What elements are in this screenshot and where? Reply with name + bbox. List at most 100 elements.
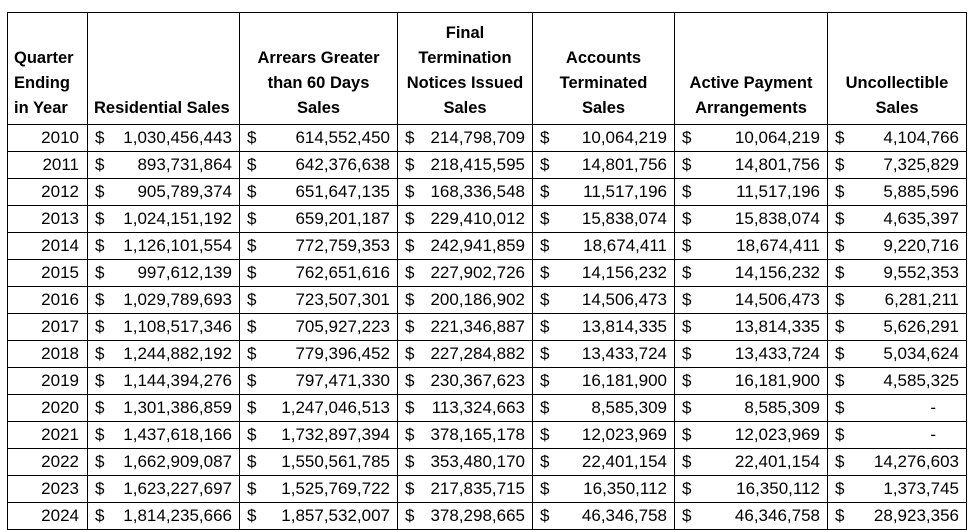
cell-value: 14,801,756	[581, 155, 667, 174]
money-cell-content: $893,731,864	[89, 155, 239, 175]
cell-value: 168,336,548	[430, 182, 525, 201]
currency-symbol: $	[95, 506, 105, 525]
money-cell-content: $217,835,715	[399, 479, 532, 499]
money-cell-content: $4,104,766	[829, 128, 966, 148]
table-row-2024: 2024 $1,814,235,666 $1,857,532,007 $378,298…	[7, 502, 967, 530]
money-cell-content: $ -	[829, 425, 966, 445]
cell-value: 1,030,456,443	[123, 128, 232, 147]
year-cell: 2019	[7, 367, 88, 395]
money-cell-arrears_greater_than_60_days_sales: $797,471,330	[239, 367, 398, 395]
table-row-2022: 2022 $1,662,909,087 $1,550,561,785 $353,480…	[7, 448, 967, 476]
money-cell-content: $1,437,618,166	[89, 425, 239, 445]
money-cell-residential_sales: $1,244,882,192	[87, 340, 240, 368]
currency-symbol: $	[405, 128, 415, 147]
cell-value: 893,731,864	[137, 155, 232, 174]
header-line: in Year	[14, 99, 68, 117]
money-cell-arrears_greater_than_60_days_sales: $1,857,532,007	[239, 502, 398, 530]
money-cell-active_payment_arrangements: $14,801,756	[674, 151, 828, 179]
cell-value: 5,034,624	[883, 344, 959, 363]
currency-symbol: $	[247, 452, 257, 471]
currency-symbol: $	[405, 182, 415, 201]
currency-symbol: $	[540, 452, 550, 471]
cell-value: -	[930, 398, 936, 417]
money-cell-content: $1,301,386,859	[89, 398, 239, 418]
money-cell-residential_sales: $1,108,517,346	[87, 313, 240, 341]
cell-value: 4,585,325	[883, 371, 959, 390]
table-row-2023: 2023 $1,623,227,697 $1,525,769,722 $217,835…	[7, 475, 967, 503]
currency-symbol: $	[835, 506, 845, 525]
cell-value: 242,941,859	[430, 236, 525, 255]
currency-symbol: $	[247, 425, 257, 444]
header-line: Active Payment	[689, 74, 813, 92]
currency-symbol: $	[247, 182, 257, 201]
money-cell-content: $227,284,882	[399, 344, 532, 364]
money-cell-final_termination_notices_issued_sales: $230,367,623	[397, 367, 533, 395]
money-cell-content: $214,798,709	[399, 128, 532, 148]
money-cell-content: $5,034,624	[829, 344, 966, 364]
currency-symbol: $	[405, 506, 415, 525]
money-cell-arrears_greater_than_60_days_sales: $1,732,897,394	[239, 421, 398, 449]
money-cell-residential_sales: $1,437,618,166	[87, 421, 240, 449]
cell-value: 1,024,151,192	[123, 209, 232, 228]
cell-value: 1,662,909,087	[123, 452, 232, 471]
currency-symbol: $	[682, 506, 692, 525]
currency-symbol: $	[540, 506, 550, 525]
table-row-2015: 2015 $997,612,139 $762,651,616 $227,902,726…	[7, 259, 967, 287]
cell-value: 1,814,235,666	[123, 506, 232, 525]
cell-value: 1,126,101,554	[123, 236, 232, 255]
header-line: Sales	[443, 99, 487, 117]
year-cell: 2020	[7, 394, 88, 422]
currency-symbol: $	[835, 209, 845, 228]
table-row-2017: 2017 $1,108,517,346 $705,927,223 $221,346,8…	[7, 313, 967, 341]
money-cell-content: $1,373,745	[829, 479, 966, 499]
money-cell-content: $1,623,227,697	[89, 479, 239, 499]
money-cell-uncollectible_sales: $5,885,596	[827, 178, 967, 206]
currency-symbol: $	[682, 344, 692, 363]
money-cell-content: $659,201,187	[241, 209, 397, 229]
money-cell-content: $22,401,154	[534, 452, 674, 472]
currency-symbol: $	[835, 155, 845, 174]
cell-value: 772,759,353	[295, 236, 390, 255]
cell-value: 905,789,374	[137, 182, 232, 201]
cell-value: 6,281,211	[884, 290, 959, 309]
currency-symbol: $	[540, 398, 550, 417]
money-cell-content: $9,220,716	[829, 236, 966, 256]
money-cell-content: $16,350,112	[534, 479, 674, 499]
money-cell-content: $614,552,450	[241, 128, 397, 148]
cell-value: 18,674,411	[583, 236, 667, 255]
money-cell-active_payment_arrangements: $10,064,219	[674, 124, 828, 152]
currency-symbol: $	[405, 398, 415, 417]
currency-symbol: $	[95, 371, 105, 390]
cell-value: 12,023,969	[581, 425, 667, 444]
cell-value: 15,838,074	[734, 209, 820, 228]
currency-symbol: $	[95, 128, 105, 147]
currency-symbol: $	[95, 236, 105, 255]
cell-value: 16,181,900	[581, 371, 667, 390]
money-cell-active_payment_arrangements: $14,156,232	[674, 259, 828, 287]
currency-symbol: $	[835, 452, 845, 471]
money-cell-arrears_greater_than_60_days_sales: $1,525,769,722	[239, 475, 398, 503]
money-cell-active_payment_arrangements: $16,350,112	[674, 475, 828, 503]
currency-symbol: $	[835, 236, 845, 255]
currency-symbol: $	[95, 155, 105, 174]
currency-symbol: $	[835, 128, 845, 147]
cell-value: 16,350,112	[736, 479, 820, 498]
money-cell-accounts_terminated_sales: $46,346,758	[532, 502, 675, 530]
money-cell-uncollectible_sales: $4,585,325	[827, 367, 967, 395]
money-cell-content: $1,814,235,666	[89, 506, 239, 526]
table-row-2019: 2019 $1,144,394,276 $797,471,330 $230,367,6…	[7, 367, 967, 395]
header-line: Arrangements	[695, 99, 807, 117]
currency-symbol: $	[835, 425, 845, 444]
money-cell-residential_sales: $1,623,227,697	[87, 475, 240, 503]
cell-value: 14,506,473	[734, 290, 820, 309]
money-cell-accounts_terminated_sales: $14,506,473	[532, 286, 675, 314]
money-cell-final_termination_notices_issued_sales: $378,298,665	[397, 502, 533, 530]
money-cell-residential_sales: $893,731,864	[87, 151, 240, 179]
money-cell-content: $113,324,663	[399, 398, 532, 418]
money-cell-accounts_terminated_sales: $16,181,900	[532, 367, 675, 395]
cell-value: 217,835,715	[430, 479, 525, 498]
table-row-2012: 2012 $905,789,374 $651,647,135 $168,336,548…	[7, 178, 967, 206]
money-cell-arrears_greater_than_60_days_sales: $642,376,638	[239, 151, 398, 179]
cell-value: 11,517,196	[583, 182, 667, 201]
